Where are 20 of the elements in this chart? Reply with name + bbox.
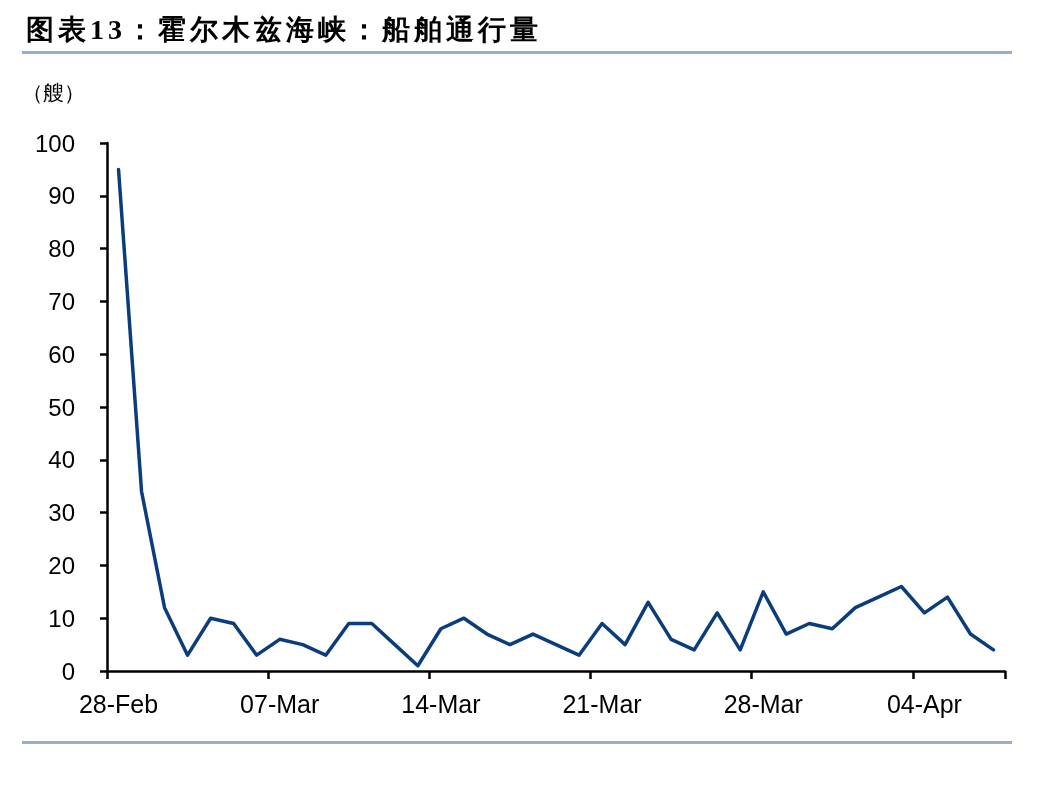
- y-tick-label: 80: [48, 235, 75, 263]
- y-tick-label: 50: [48, 393, 75, 421]
- y-tick-label: 70: [48, 287, 75, 315]
- y-axis-title: （艘）: [22, 80, 85, 105]
- y-tick-label: 0: [61, 657, 75, 685]
- chart-title: 图表13：霍尔木兹海峡：船舶通行量: [26, 13, 542, 47]
- y-tick-label: 90: [48, 182, 75, 210]
- x-tick-label: 07-Mar: [240, 689, 320, 718]
- x-tick-label: 04-Apr: [886, 689, 962, 718]
- x-tick-label: 21-Mar: [562, 689, 642, 718]
- x-tick-label: 14-Mar: [401, 689, 481, 718]
- y-tick-label: 100: [34, 129, 75, 157]
- y-tick-label: 60: [48, 340, 75, 368]
- y-tick-label: 40: [48, 446, 75, 474]
- y-tick-label: 10: [48, 604, 75, 632]
- x-tick-label: 28-Mar: [723, 689, 803, 718]
- x-tick-label: 28-Feb: [78, 689, 159, 718]
- line-series: [116, 167, 996, 668]
- y-tick-label: 20: [48, 551, 75, 579]
- y-tick-label: 30: [48, 499, 75, 527]
